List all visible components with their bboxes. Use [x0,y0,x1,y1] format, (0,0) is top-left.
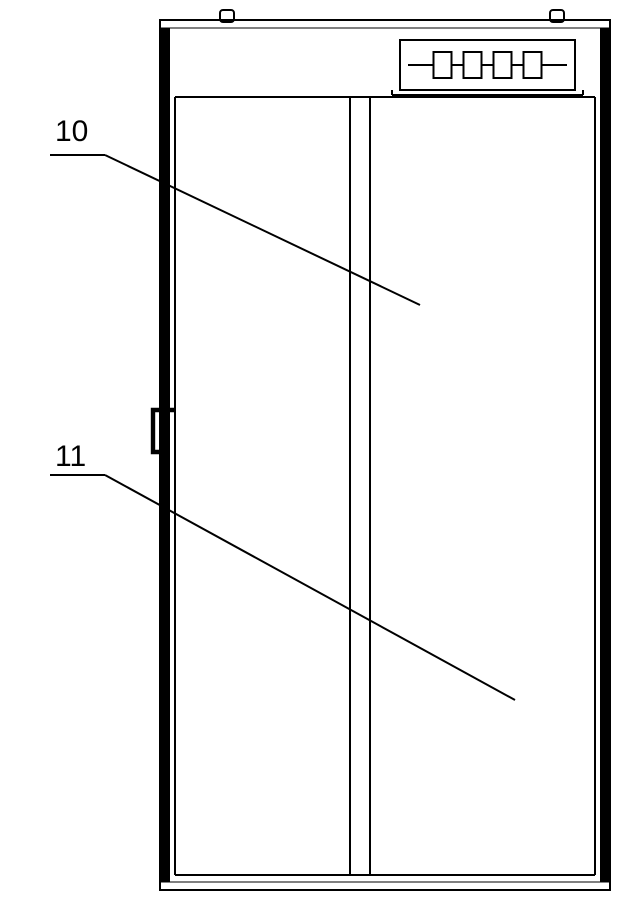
label-10: 10 [55,115,88,149]
cabinet-left-rail [160,28,170,882]
cabinet-right-rail [600,28,610,882]
top-panel-block [464,52,482,78]
top-panel-block [434,52,452,78]
cabinet-outer [160,20,610,890]
leader-line [105,155,420,305]
diagram-container: 10 11 [0,0,632,901]
label-11: 11 [55,440,86,474]
top-panel-block [524,52,542,78]
top-panel-block [494,52,512,78]
diagram-svg [0,0,632,901]
